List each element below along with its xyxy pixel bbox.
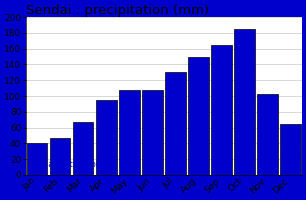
Bar bbox=[73, 122, 94, 175]
Bar bbox=[257, 94, 278, 175]
Bar bbox=[211, 45, 232, 175]
Text: www.allmetsat.com: www.allmetsat.com bbox=[28, 160, 103, 169]
Bar bbox=[27, 143, 47, 175]
Bar bbox=[188, 57, 209, 175]
Text: Sendai : precipitation (mm): Sendai : precipitation (mm) bbox=[26, 4, 209, 17]
Bar bbox=[280, 124, 301, 175]
Bar bbox=[96, 100, 117, 175]
Bar bbox=[142, 90, 162, 175]
Bar bbox=[119, 90, 140, 175]
Bar bbox=[234, 29, 255, 175]
Bar bbox=[165, 72, 185, 175]
Bar bbox=[50, 138, 70, 175]
